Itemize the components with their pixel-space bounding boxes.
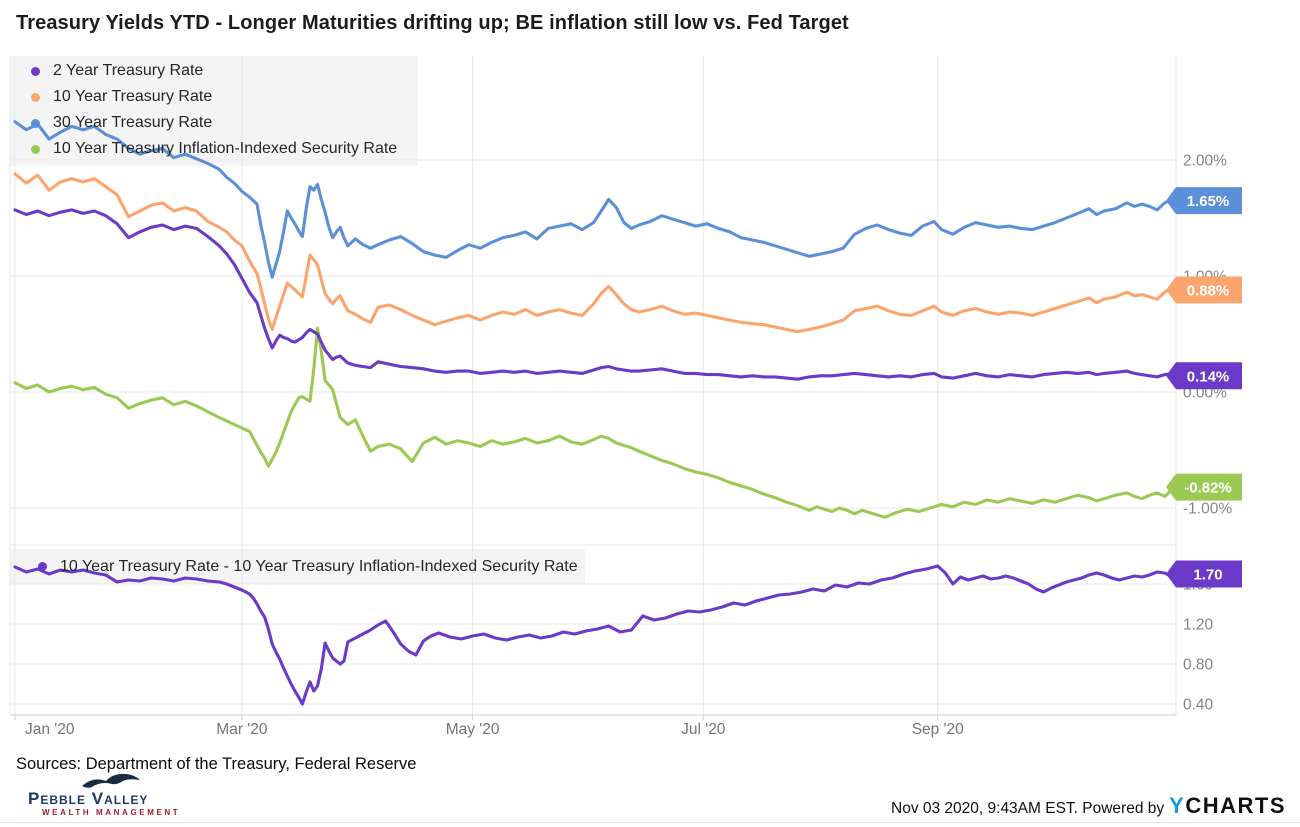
legend-label: 2 Year Treasury Rate [53,62,204,79]
legend-label: 30 Year Treasury Rate [53,114,213,131]
pebble-valley-logo: Pebble Valley Wealth Management [28,772,178,822]
svg-text:1.65%: 1.65% [1187,193,1230,210]
value-badge: 0.88% [1166,276,1242,304]
ycharts-rest: CHARTS [1185,793,1286,818]
series-dot-tips [31,144,40,154]
ycharts-logo: YCHARTS [1169,793,1286,819]
series-dot-2yr [31,66,40,76]
value-badge: 1.70 [1166,560,1242,588]
legend-item-10yr[interactable]: 10 Year Treasury Rate [10,84,440,110]
svg-text:0.14%: 0.14% [1187,368,1230,385]
series-dot-10yr [31,92,40,102]
footer-attribution: Nov 03 2020, 9:43AM EST. Powered by YCHA… [891,793,1286,819]
chart-svg: 2.00%1.00%0.00%-1.00%1.601.200.800.40Jan… [9,56,1242,738]
sources-note: Sources: Department of the Treasury, Fed… [16,755,417,773]
series-dot-breakeven [38,562,47,571]
eagle-icon [82,773,140,788]
legend-label: 10 Year Treasury Rate - 10 Year Treasury… [60,557,578,575]
svg-text:0.40: 0.40 [1183,697,1214,714]
legend-item-2yr[interactable]: 2 Year Treasury Rate [10,58,440,84]
svg-text:-0.82%: -0.82% [1184,480,1232,497]
svg-text:2.00%: 2.00% [1183,153,1227,170]
legend-item-breakeven[interactable]: 10 Year Treasury Rate - 10 Year Treasury… [10,549,578,584]
svg-text:Jan '20: Jan '20 [25,721,75,738]
svg-text:May '20: May '20 [446,721,500,738]
series-dot-30yr [31,118,40,128]
legend-label: 10 Year Treasury Rate [53,88,213,105]
svg-text:Mar '20: Mar '20 [216,721,268,738]
svg-text:0.80: 0.80 [1183,657,1214,674]
bottom-divider [0,822,1300,823]
svg-text:-1.00%: -1.00% [1183,501,1232,518]
svg-text:0.88%: 0.88% [1187,282,1230,299]
svg-text:1.20: 1.20 [1183,617,1214,634]
value-badge: -0.82% [1166,473,1242,501]
legend-label: 10 Year Treasury Inflation-Indexed Secur… [53,140,398,157]
value-badge: 1.65% [1166,187,1242,215]
brand-name: Pebble Valley [28,789,149,808]
ycharts-y: Y [1169,793,1186,818]
timestamp: Nov 03 2020, 9:43AM EST. Powered by [891,800,1165,817]
brand-tagline: Wealth Management [42,808,181,817]
legend-item-30yr[interactable]: 30 Year Treasury Rate [10,110,440,136]
value-badge: 0.14% [1166,362,1242,390]
breakeven-legend: 10 Year Treasury Rate - 10 Year Treasury… [10,549,585,584]
svg-text:Jul '20: Jul '20 [681,721,726,738]
legend-item-tips[interactable]: 10 Year Treasury Inflation-Indexed Secur… [10,136,440,162]
svg-text:Sep '20: Sep '20 [912,721,964,738]
svg-text:1.70: 1.70 [1193,567,1222,584]
main-legend: 2 Year Treasury Rate 10 Year Treasury Ra… [10,58,440,162]
page-title: Treasury Yields YTD - Longer Maturities … [16,12,849,34]
